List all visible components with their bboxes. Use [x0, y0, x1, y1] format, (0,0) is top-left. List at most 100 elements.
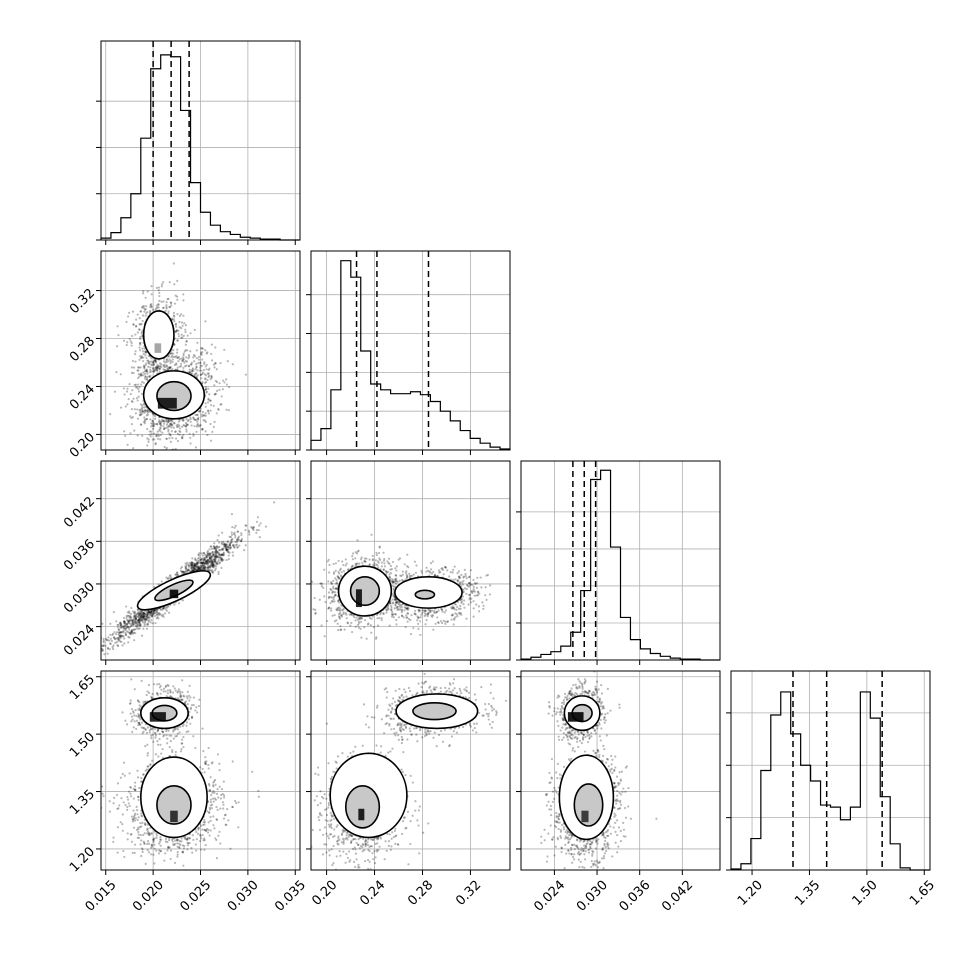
- scatter-point: [148, 616, 151, 620]
- scatter-point: [340, 604, 343, 607]
- scatter-point: [192, 369, 195, 372]
- scatter-point: [182, 293, 185, 296]
- scatter-point: [126, 443, 129, 446]
- scatter-point: [141, 380, 144, 384]
- scatter-point: [192, 563, 196, 566]
- scatter-point: [210, 552, 213, 555]
- scatter-point: [129, 415, 132, 418]
- scatter-point: [207, 565, 210, 569]
- scatter-point: [240, 534, 243, 537]
- scatter-point: [152, 367, 155, 371]
- scatter-point: [150, 360, 153, 363]
- scatter-point: [204, 566, 207, 569]
- scatter-point: [112, 647, 115, 651]
- scatter-point: [133, 615, 136, 618]
- scatter-point: [138, 612, 141, 616]
- scatter-point: [197, 567, 200, 571]
- scatter-point: [390, 580, 393, 583]
- scatter-point: [152, 609, 156, 612]
- scatter-point: [257, 529, 260, 532]
- scatter-point: [206, 559, 209, 562]
- scatter-point: [139, 366, 142, 369]
- scatter-point: [229, 541, 232, 545]
- histogram-frame-2: [520, 460, 721, 661]
- scatter-point: [148, 433, 151, 436]
- scatter-point: [174, 322, 178, 325]
- scatter-point: [133, 614, 136, 617]
- scatter-point: [213, 545, 216, 548]
- scatter-point: [248, 531, 251, 534]
- scatter-point: [141, 406, 144, 409]
- scatter-point: [155, 422, 159, 426]
- scatter-point: [137, 614, 140, 617]
- scatter-point: [131, 621, 135, 625]
- scatter-point: [150, 610, 153, 614]
- scatter-point: [202, 560, 205, 563]
- scatter-point: [202, 368, 206, 372]
- scatter-point: [153, 609, 156, 612]
- scatter-point: [146, 614, 149, 617]
- scatter-point: [210, 562, 213, 565]
- scatter-point: [225, 548, 228, 551]
- scatter-point: [200, 558, 204, 561]
- scatter-point: [132, 447, 135, 450]
- scatter-point: [190, 564, 194, 567]
- scatter-point: [159, 422, 162, 425]
- scatter-point: [130, 622, 133, 625]
- scatter-point: [193, 373, 196, 376]
- scatter-point: [391, 581, 394, 584]
- scatter-point: [183, 322, 186, 325]
- scatter-point: [173, 302, 177, 305]
- scatter-point: [311, 580, 314, 583]
- scatter-point: [146, 611, 149, 615]
- scatter-point: [142, 616, 145, 619]
- scatter-point: [223, 348, 226, 351]
- scatter-point: [220, 566, 223, 569]
- scatter-point: [233, 526, 236, 529]
- scatter-point: [208, 557, 212, 560]
- scatter-point: [387, 570, 390, 574]
- scatter-point: [126, 622, 129, 625]
- scatter-point: [189, 417, 192, 421]
- scatter-point: [198, 567, 201, 570]
- scatter-point: [183, 424, 186, 427]
- scatter-point: [123, 621, 126, 624]
- scatter-point: [143, 613, 146, 616]
- scatter-point: [140, 617, 143, 620]
- scatter-point: [198, 561, 201, 564]
- scatter-point: [390, 606, 393, 609]
- scatter-point: [212, 557, 215, 561]
- scatter-point: [206, 559, 210, 562]
- scatter-point: [191, 564, 194, 567]
- scatter-point: [202, 565, 205, 569]
- scatter-point: [159, 613, 162, 616]
- scatter-point: [134, 617, 137, 620]
- scatter-point: [356, 618, 360, 621]
- scatter-point: [256, 516, 260, 519]
- scatter-point: [235, 543, 238, 546]
- scatter-point: [144, 374, 147, 378]
- scatter-point: [193, 566, 196, 569]
- scatter-point: [120, 406, 123, 409]
- scatter-point: [158, 299, 161, 302]
- scatter-point: [200, 413, 204, 416]
- scatter-point: [165, 301, 168, 304]
- scatter-point: [221, 547, 224, 551]
- scatter-point: [230, 533, 233, 536]
- scatter-point: [214, 547, 217, 550]
- scatter-point: [186, 569, 190, 572]
- scatter-point: [146, 375, 149, 379]
- scatter-point: [345, 562, 348, 565]
- scatter-point: [202, 551, 206, 555]
- scatter-point: [193, 565, 196, 568]
- scatter-point: [211, 564, 215, 567]
- scatter-point: [147, 623, 150, 626]
- scatter-point: [145, 418, 148, 421]
- scatter-point: [332, 572, 336, 575]
- scatter-point: [172, 318, 176, 321]
- scatter-point: [204, 412, 207, 415]
- scatter-point: [186, 561, 189, 564]
- scatter-point: [155, 609, 158, 612]
- scatter-point: [134, 631, 137, 635]
- scatter-point: [214, 560, 218, 564]
